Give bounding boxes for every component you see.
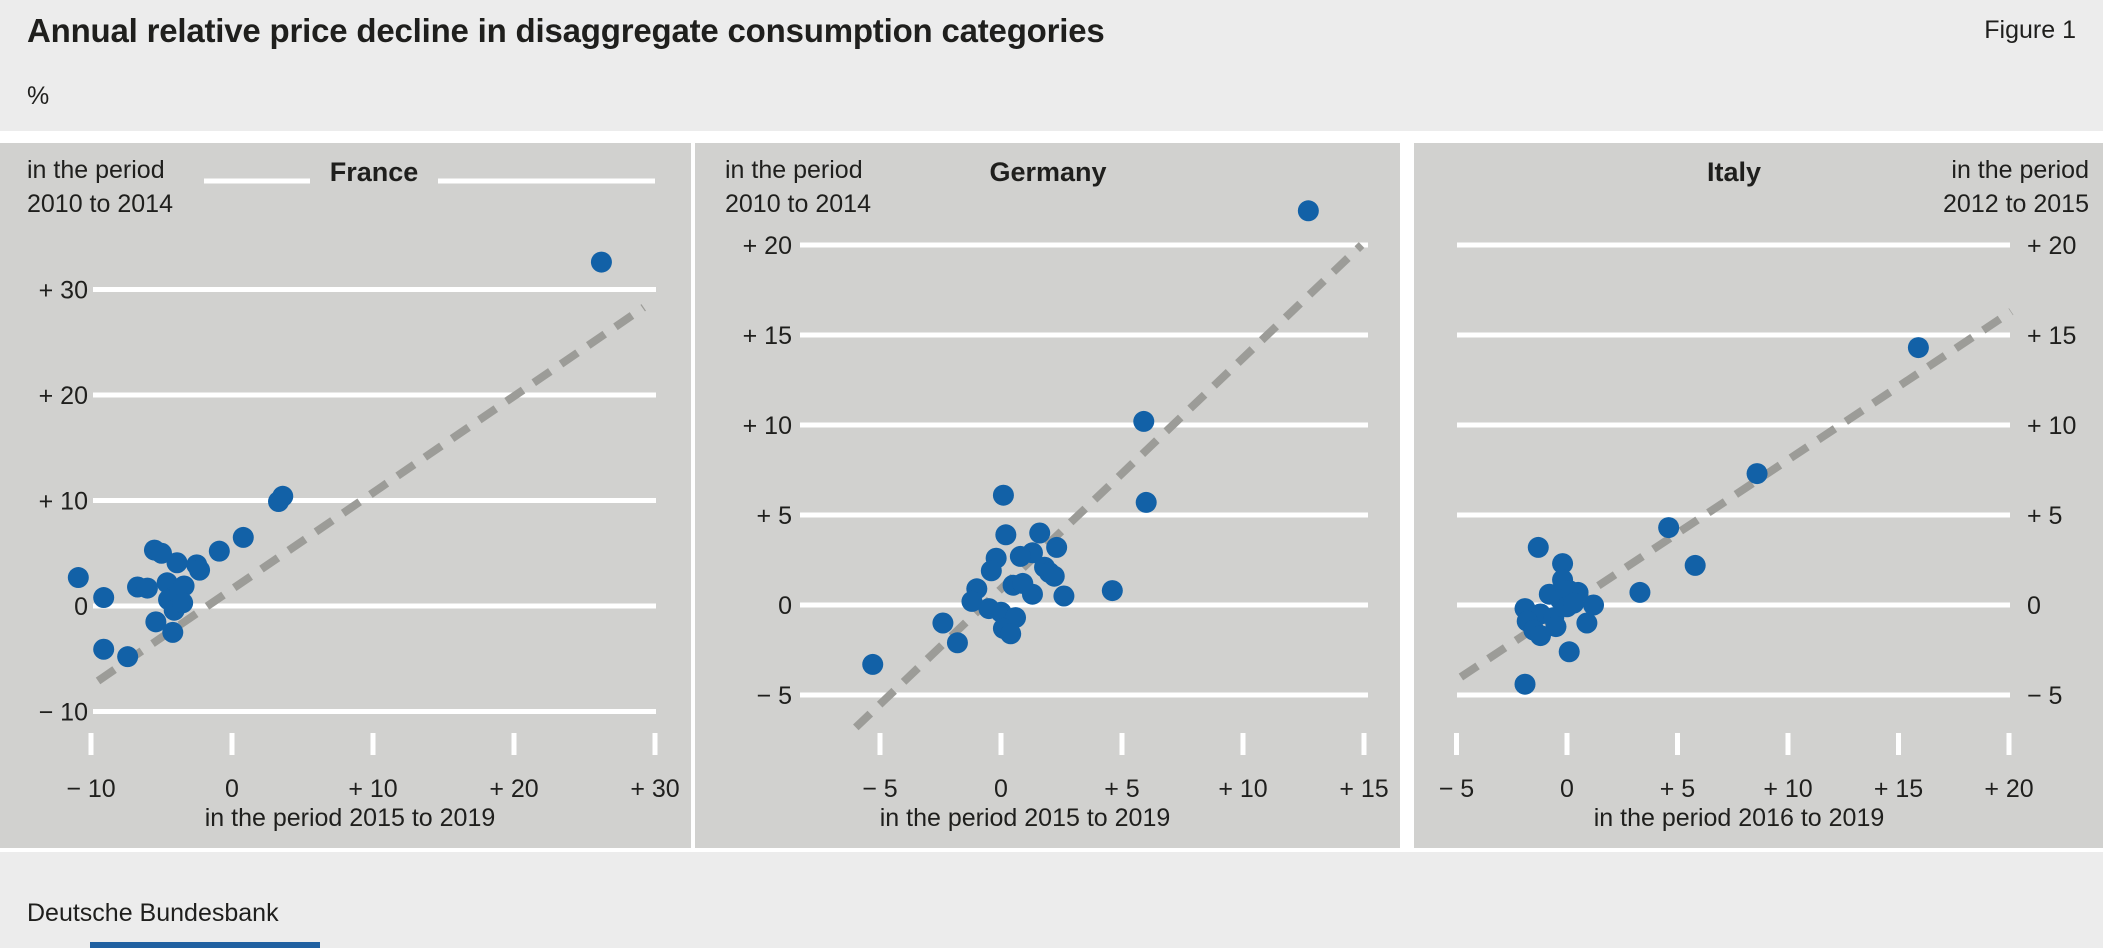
- germany-scatter-chart: − 5 0 + 5 + 10 + 15+ 20+ 15+ 10+ 50− 5in the…: [743, 200, 1389, 832]
- panel-france: − 10 0 + 10 + 20 + 30 + 30 + 20 + 10 0 − 10 in the…: [0, 143, 691, 848]
- germany-panel-title: Germany: [989, 157, 1107, 187]
- italy-panel-title: Italy: [1706, 157, 1762, 187]
- svg-text:in the period 2015 to 2019: in the period 2015 to 2019: [880, 804, 1171, 832]
- svg-text:+ 20: + 20: [39, 382, 88, 410]
- svg-text:− 10: − 10: [66, 775, 115, 803]
- svg-text:+ 20: + 20: [1984, 775, 2033, 803]
- svg-text:in the period 2015 to 2019: in the period 2015 to 2019: [205, 804, 496, 832]
- svg-text:− 5: − 5: [757, 682, 792, 710]
- svg-text:+ 10: + 10: [39, 488, 88, 516]
- bundesbank-brand-bar: [90, 942, 320, 948]
- svg-text:+ 5: + 5: [1660, 775, 1695, 803]
- figure-label: Figure 1: [1984, 16, 2076, 44]
- page-title: Annual relative price decline in disaggr…: [27, 12, 1105, 49]
- svg-text:− 5: − 5: [2027, 682, 2062, 710]
- svg-text:+ 15: + 15: [743, 322, 792, 350]
- france-panel-title: France: [329, 157, 419, 187]
- svg-text:+ 15: + 15: [1339, 775, 1388, 803]
- svg-text:0: 0: [2027, 592, 2041, 620]
- svg-text:+ 5: + 5: [1104, 775, 1139, 803]
- svg-text:+ 15: + 15: [1874, 775, 1923, 803]
- germany-yaxis-period-label: in the period 2010 to 2014: [725, 156, 871, 218]
- panel-italy: − 5 0 + 5 + 10 + 15 + 20 + 20 + 15 + 10 + 5 0 − 5 in…: [1414, 143, 2103, 848]
- italy-scatter-chart: − 5 0 + 5 + 10 + 15 + 20 + 20 + 15 + 10 + 5 0 − 5 in…: [1439, 232, 2077, 832]
- svg-text:+ 15: + 15: [2027, 322, 2076, 350]
- svg-text:+ 10: + 10: [348, 775, 397, 803]
- svg-text:+ 5: + 5: [2027, 502, 2062, 530]
- svg-text:+ 5: + 5: [757, 502, 792, 530]
- svg-text:0: 0: [225, 775, 239, 803]
- svg-text:+ 30: + 30: [630, 775, 679, 803]
- france-yaxis-period-label: in the period 2010 to 2014: [27, 156, 173, 218]
- svg-text:0: 0: [74, 593, 88, 621]
- svg-text:0: 0: [778, 592, 792, 620]
- svg-text:− 10: − 10: [39, 699, 88, 727]
- svg-text:+ 10: + 10: [1218, 775, 1267, 803]
- svg-text:+ 10: + 10: [2027, 412, 2076, 440]
- source-attribution: Deutsche Bundesbank: [27, 899, 279, 927]
- svg-text:+ 30: + 30: [39, 277, 88, 305]
- svg-text:0: 0: [1560, 775, 1574, 803]
- svg-text:+ 10: + 10: [1763, 775, 1812, 803]
- svg-text:+ 20: + 20: [2027, 232, 2076, 260]
- svg-text:− 5: − 5: [862, 775, 897, 803]
- svg-text:0: 0: [994, 775, 1008, 803]
- svg-text:in the period 2016 to 2019: in the period 2016 to 2019: [1594, 804, 1885, 832]
- panel-germany: − 5 0 + 5 + 10 + 15 + 20 + 15 + 10 + 5 0− 5 in the…: [695, 143, 1400, 848]
- unit-label: %: [27, 82, 50, 110]
- france-scatter-chart: − 10 0 + 10 + 20 + 30 + 30 + 20 + 10 0 − 10 in the…: [39, 178, 680, 832]
- svg-text:+ 20: + 20: [743, 232, 792, 260]
- svg-text:+ 10: + 10: [743, 412, 792, 440]
- svg-text:− 5: − 5: [1439, 775, 1474, 803]
- svg-text:+ 20: + 20: [489, 775, 538, 803]
- italy-yaxis-period-label: in the period 2012 to 2015: [1943, 156, 2089, 218]
